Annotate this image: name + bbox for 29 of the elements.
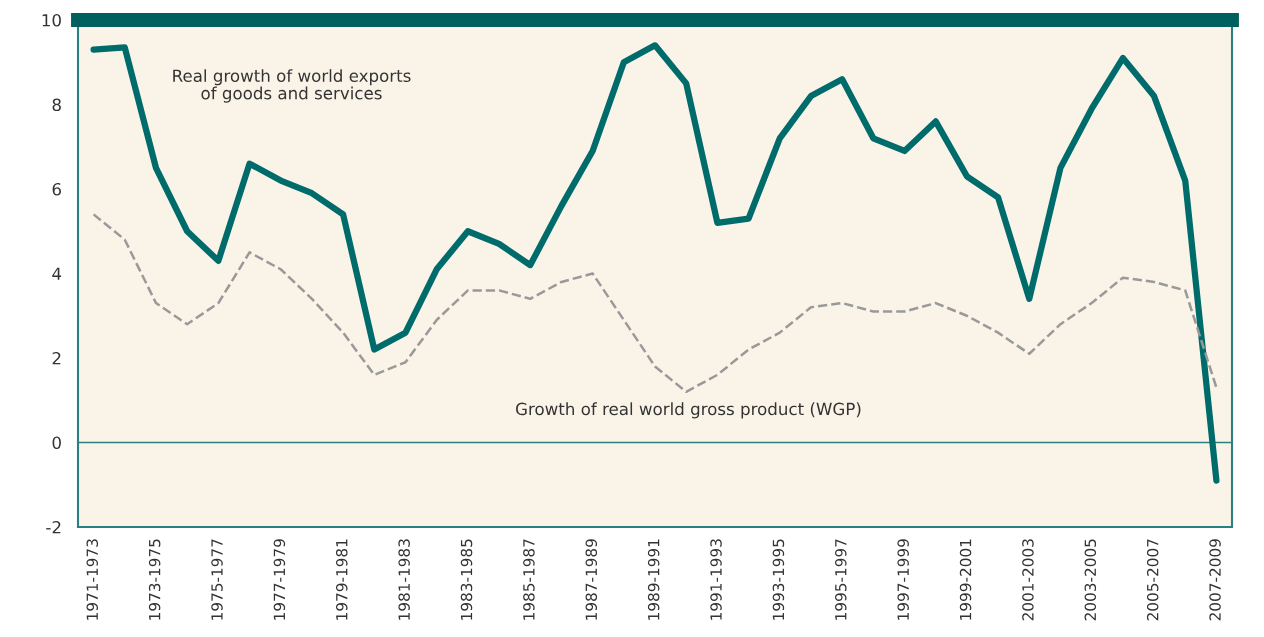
x-tick-label: 1993-1995 [772,539,785,620]
x-tick-label: 1981-1983 [398,539,410,620]
series-label: Real growth of world exports of goods and services [173,69,411,103]
x-tick-label: 1979-1981 [335,539,348,620]
x-tick-label: 1983-1985 [460,539,473,620]
x-tick-label: 2001-2003 [1022,539,1034,621]
x-tick-label: 1987-1989 [585,539,598,620]
y-tick-label: 8 [52,98,61,112]
x-tick-label: 2005-2007 [1146,539,1159,621]
x-tick-label: 1995-1997 [835,539,847,620]
x-tick-label: 1991-1993 [710,539,722,620]
x-tick-label: 2007-2009 [1209,539,1221,621]
y-tick-label: 4 [52,267,62,280]
x-tick-label: 1971-1973 [86,539,99,620]
y-tick-label: 10 [42,13,61,27]
y-tick-label: 2 [52,351,61,365]
y-tick-label: -2 [46,520,61,534]
x-tick-label: 1999-2001 [959,539,972,620]
y-tick-label: 0 [52,436,61,450]
x-tick-label: 1985-1987 [523,539,535,620]
y-tick-label: 6 [52,182,61,196]
line-series [92,213,1218,394]
x-tick-label: 2003-2005 [1084,539,1097,621]
x-tick-label: 1989-1991 [647,539,660,620]
series-label: Growth of real world gross product (WGP) [516,402,861,419]
x-tick-label: 1975-1977 [211,539,223,620]
x-tick-label: 1973-1975 [148,539,161,620]
x-tick-label: 1977-1979 [273,539,286,620]
x-tick-label: 1997-1999 [897,539,909,620]
